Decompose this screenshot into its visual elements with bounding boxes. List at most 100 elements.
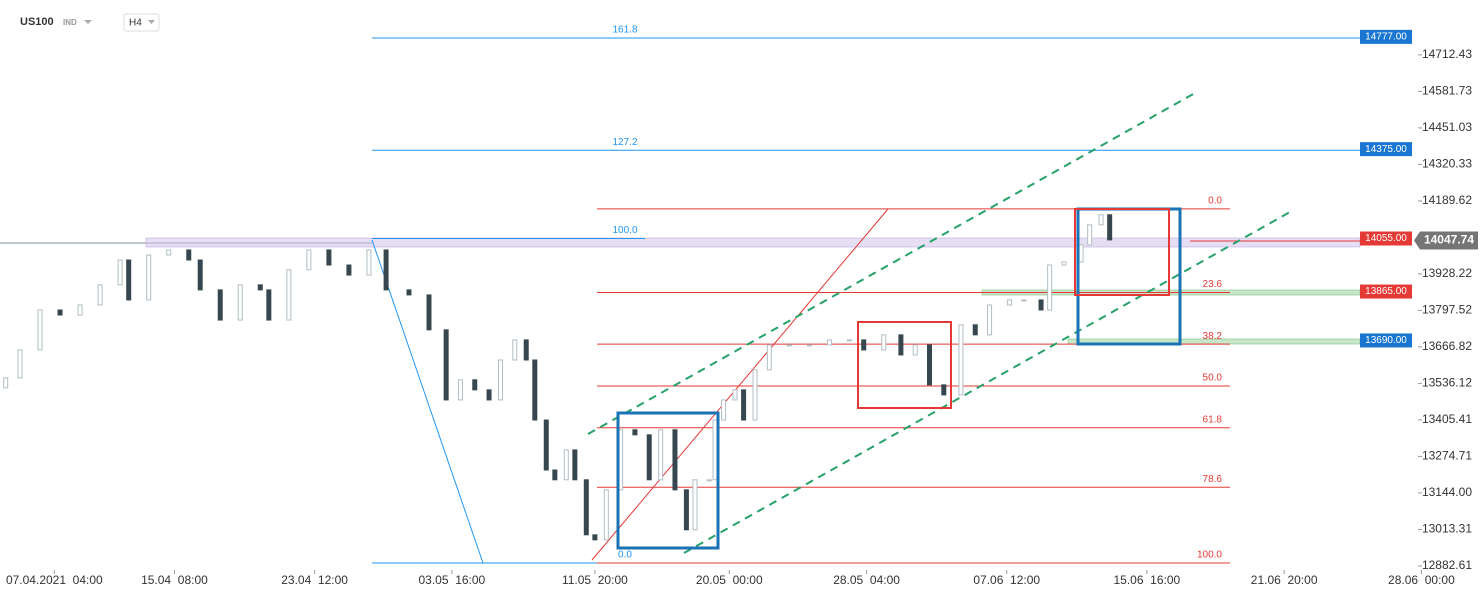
market: IND [63,18,77,27]
candle [826,339,832,346]
candle [532,359,538,421]
x-tick-label: 07.04.2021 04:00 [6,573,103,587]
candle [672,429,678,491]
y-tick-label: 14451.03 [1422,120,1472,134]
y-tick-label: 13797.52 [1422,303,1472,317]
fib-level-label: 100.0 [612,225,637,236]
candle [1047,264,1053,311]
fib-level-label: 23.6 [1203,279,1223,290]
dropdown-arrow[interactable] [84,20,92,24]
candle [927,344,932,386]
candle [706,479,712,482]
y-tick-label: 14581.73 [1422,84,1472,98]
candle [523,339,529,361]
candle [512,339,518,361]
candle [383,249,389,291]
y-tick-label: 13274.71 [1422,449,1472,463]
current-price-label: 14047.74 [1424,233,1474,247]
y-tick-label: 12882.61 [1422,558,1472,572]
candle [17,349,23,379]
candle [987,304,993,336]
x-tick-label: 15.06 16:00 [1113,573,1180,587]
fib-level-label: 100.0 [1197,550,1222,561]
fib-level-label: 38.2 [1203,331,1223,342]
candle [186,249,192,261]
price-tag [1360,333,1412,348]
x-tick-label: 28.06 00:00 [1388,573,1455,587]
timeframe[interactable]: H4 [129,18,142,29]
candle [237,284,243,321]
x-tick-label: 15.04 08:00 [141,573,208,587]
symbol[interactable]: US100 [20,16,54,28]
candle [1078,244,1084,263]
candle [77,304,83,316]
candle [592,534,598,541]
candle [1007,299,1013,306]
price-tag-label: 14375.00 [1365,144,1407,155]
candle [1061,261,1067,266]
candle [286,269,292,321]
fib-level-label: 0.0 [1208,196,1222,207]
candle [217,289,223,321]
candle [1087,224,1093,246]
x-tick-label: 07.06 12:00 [973,573,1040,587]
candle [972,324,978,336]
x-tick-label: 03.05 16:00 [419,573,486,587]
x-tick-label: 21.06 20:00 [1251,573,1318,587]
x-tick-label: 28.05 04:00 [833,573,900,587]
candle [306,249,312,271]
candle [457,379,463,401]
candle [266,289,272,321]
candle [683,489,689,531]
fib-level-label: 50.0 [1203,373,1223,384]
y-tick-label: 13536.12 [1422,376,1472,390]
pattern-box [616,411,720,550]
resistance-zone [145,237,1361,248]
candle [197,259,203,291]
candle [57,309,63,316]
candle [898,334,904,356]
candle [126,259,132,301]
x-tick-label: 23.04 12:00 [281,573,348,587]
price-tag [1360,142,1412,157]
candle [146,254,152,301]
candle [732,389,738,401]
candle [572,449,578,481]
candle [117,259,123,286]
fib-level-label: 127.2 [612,137,637,148]
candle [443,329,449,401]
candle [632,429,638,436]
candle [1038,299,1044,311]
candle [426,294,432,331]
price-tag [1360,231,1412,246]
candle [37,309,43,351]
candle [406,289,412,296]
candle [646,434,652,481]
fib-level-label: 61.8 [1203,414,1223,425]
fib-trend-line [371,239,484,564]
candle [958,324,964,396]
candle [658,429,664,481]
price-tag [1360,284,1412,299]
candle [552,469,558,481]
candle [941,384,947,396]
fib-level-label: 78.6 [1203,474,1223,485]
y-tick-label: 14712.43 [1422,47,1472,61]
candle [486,389,492,401]
candle [346,264,352,276]
candle [166,249,172,256]
y-tick-label: 13013.31 [1422,522,1472,536]
x-tick-label: 20.05 00:00 [696,573,763,587]
price-tag [1360,29,1412,44]
dropdown-arrow[interactable] [148,20,155,24]
overlays [587,92,1291,554]
y-tick-label: 13666.82 [1422,339,1472,353]
candle [881,334,887,351]
candle [1107,214,1113,241]
timeframe-button[interactable] [123,13,160,32]
candle [583,479,589,536]
channel-line [683,211,1291,554]
y-tick-label: 13405.41 [1422,412,1472,426]
